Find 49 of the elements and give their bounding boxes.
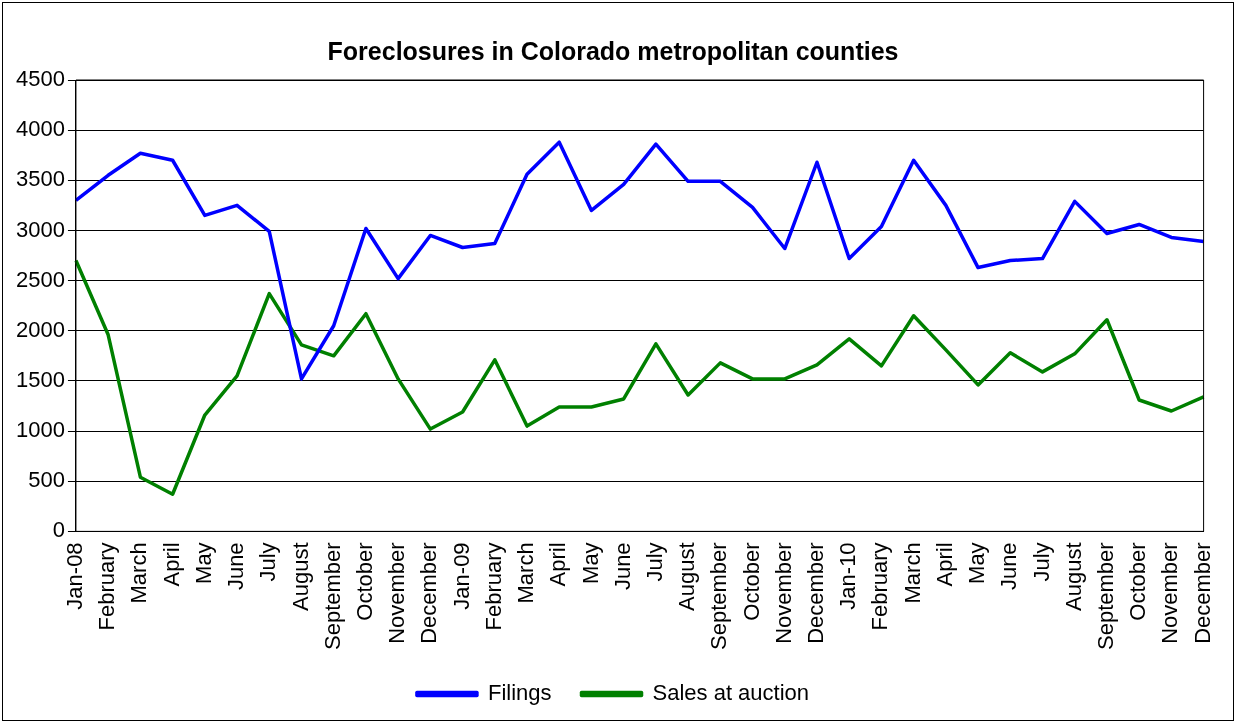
- x-tick-label: July: [1028, 542, 1054, 582]
- x-tick-label: March: [513, 542, 539, 604]
- x-tick-label: Jan-10: [835, 542, 861, 610]
- x-tick-label: July: [255, 542, 281, 582]
- x-tick-label: September: [1093, 542, 1119, 651]
- x-tick-label: November: [1157, 542, 1183, 644]
- legend-label: Sales at auction: [652, 680, 810, 706]
- y-tick-label: 2000: [15, 316, 65, 342]
- x-tick-label: August: [674, 542, 700, 611]
- x-tick-label: November: [384, 542, 410, 644]
- x-tick-label: April: [158, 542, 184, 587]
- x-tick-label: August: [1060, 542, 1086, 611]
- x-tick-label: August: [287, 542, 313, 611]
- x-tick-label: October: [1125, 542, 1151, 621]
- x-tick-label: March: [126, 542, 152, 604]
- y-tick-label: 500: [28, 467, 65, 493]
- x-tick-label: November: [770, 542, 796, 644]
- y-tick-label: 3500: [15, 166, 65, 192]
- x-tick-label: February: [480, 542, 506, 631]
- x-tick-label: February: [867, 542, 893, 631]
- y-tick-label: 4500: [15, 66, 65, 92]
- y-tick-label: 3000: [15, 216, 65, 242]
- x-tick-label: October: [738, 542, 764, 621]
- x-tick-label: April: [545, 542, 571, 587]
- x-tick-label: September: [706, 542, 732, 651]
- x-tick-label: May: [964, 542, 990, 584]
- x-tick-label: February: [94, 542, 120, 631]
- y-tick-label: 0: [52, 517, 65, 543]
- y-tick-label: 2500: [15, 266, 65, 292]
- x-tick-label: December: [1189, 542, 1215, 644]
- x-tick-label: June: [609, 542, 635, 591]
- x-tick-label: July: [641, 542, 667, 582]
- x-tick-label: September: [319, 542, 345, 651]
- x-tick-label: May: [190, 542, 216, 584]
- y-tick-label: 1500: [15, 366, 65, 392]
- x-tick-label: June: [223, 542, 249, 591]
- x-tick-label: December: [803, 542, 829, 644]
- legend-label: Filings: [487, 680, 552, 706]
- x-tick-label: March: [899, 542, 925, 604]
- x-tick-label: May: [577, 542, 603, 584]
- x-tick-label: October: [351, 542, 377, 621]
- x-tick-label: Jan-09: [448, 542, 474, 610]
- chart-title: Foreclosures in Colorado metropolitan counties: [327, 36, 899, 65]
- x-tick-label: December: [416, 542, 442, 644]
- y-tick-label: 1000: [15, 417, 65, 443]
- y-tick-label: 4000: [15, 116, 65, 142]
- x-tick-label: June: [996, 542, 1022, 591]
- x-tick-label: Jan-08: [62, 542, 87, 610]
- x-tick-label: April: [931, 542, 957, 587]
